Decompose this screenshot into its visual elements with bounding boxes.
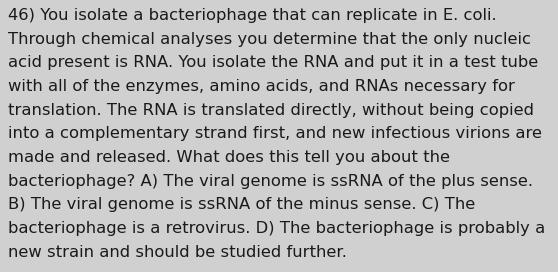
Text: translation. The RNA is translated directly, without being copied: translation. The RNA is translated direc… — [8, 103, 535, 118]
Text: with all of the enzymes, amino acids, and RNAs necessary for: with all of the enzymes, amino acids, an… — [8, 79, 515, 94]
Text: acid present is RNA. You isolate the RNA and put it in a test tube: acid present is RNA. You isolate the RNA… — [8, 55, 538, 70]
Text: bacteriophage is a retrovirus. D) The bacteriophage is probably a: bacteriophage is a retrovirus. D) The ba… — [8, 221, 546, 236]
Text: made and released. What does this tell you about the: made and released. What does this tell y… — [8, 150, 450, 165]
Text: 46) You isolate a bacteriophage that can replicate in E. coli.: 46) You isolate a bacteriophage that can… — [8, 8, 497, 23]
Text: Through chemical analyses you determine that the only nucleic: Through chemical analyses you determine … — [8, 32, 531, 47]
Text: bacteriophage? A) The viral genome is ssRNA of the plus sense.: bacteriophage? A) The viral genome is ss… — [8, 174, 533, 189]
Text: into a complementary strand first, and new infectious virions are: into a complementary strand first, and n… — [8, 126, 542, 141]
Text: new strain and should be studied further.: new strain and should be studied further… — [8, 245, 347, 260]
Text: B) The viral genome is ssRNA of the minus sense. C) The: B) The viral genome is ssRNA of the minu… — [8, 197, 475, 212]
